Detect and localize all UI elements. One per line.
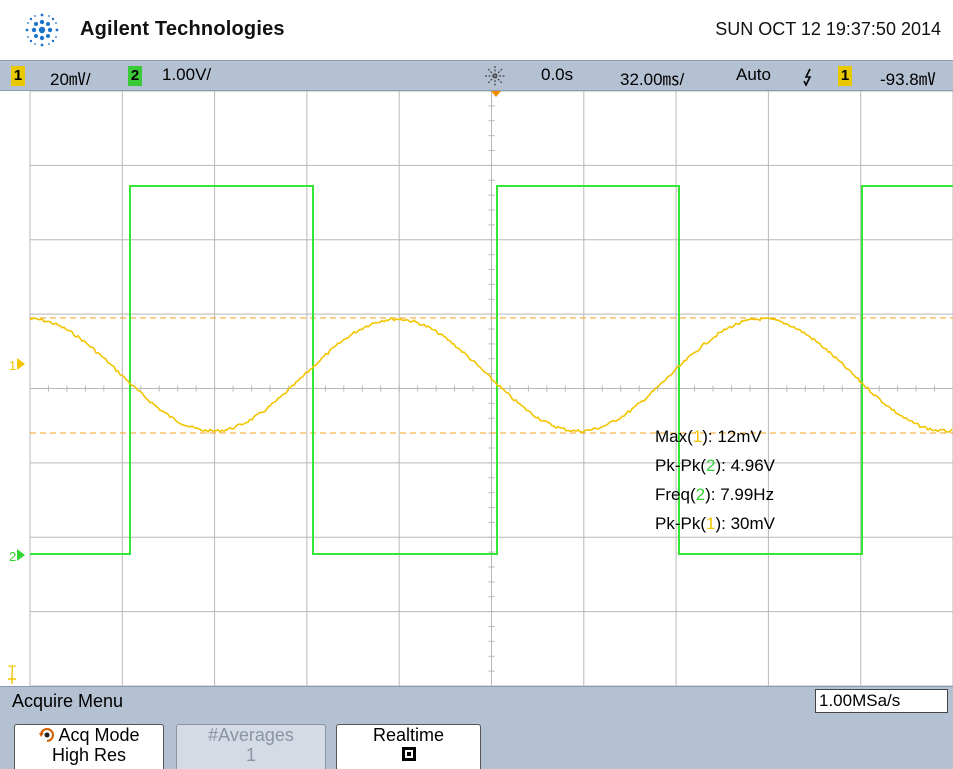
ch2-indicator[interactable]: 2 xyxy=(128,66,142,86)
brand-name: Agilent Technologies xyxy=(80,18,285,40)
ch1-indicator[interactable]: 1 xyxy=(11,66,25,86)
measurement-value: ): 4.96V xyxy=(715,456,776,475)
datetime: SUN OCT 12 19:37:50 2014 xyxy=(715,19,941,39)
trigger-mode: Auto xyxy=(736,65,771,84)
time-delay: 0.0s xyxy=(541,65,574,84)
trigger-level-marker: T xyxy=(8,662,17,684)
menu-title: Acquire Menu xyxy=(12,691,124,711)
svg-text:2: 2 xyxy=(9,549,16,564)
ch2-ground-marker: 2 xyxy=(9,549,25,564)
measurement-prefix: Freq( xyxy=(655,485,696,504)
measurement-row: Max(1): 12mV xyxy=(655,427,762,447)
waveform-graticule: 1 2 T xyxy=(8,91,953,686)
status-bar: 1 20㎷/ 2 1.00V/ 0.0s 32.00㎳/ Auto 1 -93.… xyxy=(0,60,953,91)
ch1-ground-marker: 1 xyxy=(9,358,25,373)
measurement-prefix: Pk-Pk( xyxy=(655,456,706,475)
sample-rate: 1.00MSa/s xyxy=(815,689,948,713)
trigger-level-cursors xyxy=(30,317,953,434)
averages-label: #Averages xyxy=(208,725,294,745)
falling-edge-icon xyxy=(803,68,812,87)
measurement-channel: 1 xyxy=(692,427,703,446)
rotate-knob-icon xyxy=(39,728,55,742)
measurement-channel: 2 xyxy=(706,456,716,475)
ch1-scale: 20㎷/ xyxy=(50,70,91,89)
agilent-logo xyxy=(25,13,59,47)
ch2-waveform xyxy=(30,185,953,555)
measurement-value: ): 30mV xyxy=(715,514,775,533)
realtime-softkey[interactable]: Realtime xyxy=(336,724,481,769)
header: Agilent Technologies SUN OCT 12 19:37:50… xyxy=(0,0,953,60)
acq-mode-label: Acq Mode xyxy=(58,725,140,745)
measurement-row: Freq(2): 7.99Hz xyxy=(655,485,774,505)
realtime-label: Realtime xyxy=(372,725,445,745)
measurement-value: ): 7.99Hz xyxy=(705,485,775,504)
softkey-bar: Acq Mode High Res #Averages 1 Realtime xyxy=(0,716,953,769)
measurement-prefix: Pk-Pk( xyxy=(655,514,706,533)
waveform-display: 1 2 T Max(1): 12mV Pk-Pk(2): 4.96V Freq(2)… xyxy=(0,91,953,686)
measurement-prefix: Max( xyxy=(655,427,693,446)
acq-mode-softkey[interactable]: Acq Mode High Res xyxy=(14,724,164,769)
measurement-channel: 2 xyxy=(695,485,706,504)
trigger-source-indicator[interactable]: 1 xyxy=(838,66,852,86)
run-control-icon xyxy=(485,66,505,86)
time-scale: 32.00㎳/ xyxy=(620,70,685,89)
menu-bar: Acquire Menu 1.00MSa/s xyxy=(0,686,953,716)
measurement-channel: 1 xyxy=(706,514,716,533)
svg-text:1: 1 xyxy=(9,358,16,373)
averages-value: 1 xyxy=(245,745,256,765)
measurement-row: Pk-Pk(1): 30mV xyxy=(655,514,775,534)
ch2-scale: 1.00V/ xyxy=(162,65,212,84)
ch1-waveform xyxy=(29,316,953,434)
acq-mode-value: High Res xyxy=(51,745,127,765)
measurement-row: Pk-Pk(2): 4.96V xyxy=(655,456,775,476)
trigger-level: -93.8㎷ xyxy=(880,70,936,89)
graticule-grid xyxy=(29,91,953,686)
trigger-position-marker xyxy=(491,91,501,97)
realtime-checkbox[interactable] xyxy=(401,747,416,761)
svg-text:T: T xyxy=(8,662,17,678)
averages-softkey[interactable]: #Averages 1 xyxy=(176,724,326,769)
measurement-value: ): 12mV xyxy=(702,427,762,446)
